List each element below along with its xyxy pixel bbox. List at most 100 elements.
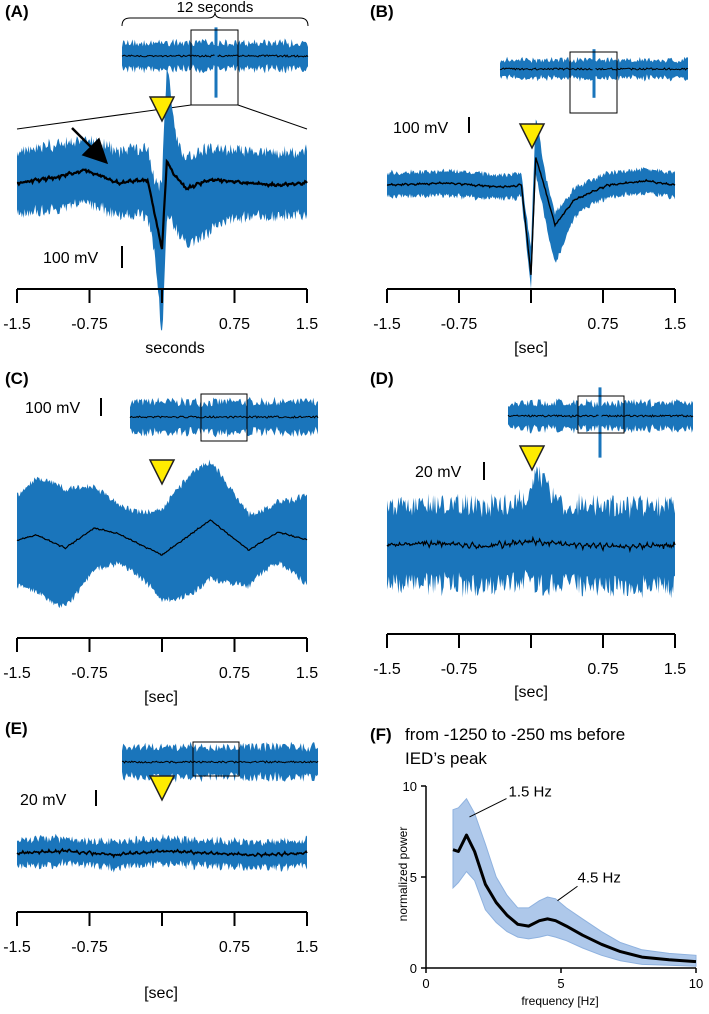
zoom-window-d <box>577 395 625 434</box>
trace-band-c <box>16 459 308 609</box>
psd-annotation-label: 1.5 Hz <box>509 784 552 801</box>
x-axis-label-a: seconds <box>145 340 205 357</box>
panel-b: (B) 100 mV -1.5 -0.75 0.75 1.5 [sec] <box>370 2 689 357</box>
tick-label: 1.5 <box>296 939 318 956</box>
tick-label: 1.5 <box>664 661 686 678</box>
tick-label: -1.5 <box>373 316 401 333</box>
x-axis-c: -1.5 -0.75 0.75 1.5 <box>3 637 318 682</box>
tick-label: -0.75 <box>71 316 108 333</box>
x-axis-label-c: [sec] <box>144 689 178 706</box>
ci-band <box>387 119 675 289</box>
ci-band <box>387 466 675 599</box>
overview-trace-d <box>507 387 694 458</box>
x-axis-e: -1.5 -0.75 0.75 1.5 <box>3 911 318 956</box>
mean-trace <box>386 157 676 275</box>
psd-x-tick-label: 0 <box>422 976 429 991</box>
event-marker-a <box>148 96 176 123</box>
zoom-window-c <box>200 393 248 442</box>
trace-band-a <box>16 65 308 331</box>
tick-label: -1.5 <box>3 939 31 956</box>
panel-c: (C) 100 mV -1.5 -0.75 0.75 1.5 [sec] <box>3 369 319 706</box>
tick-label: 1.5 <box>296 665 318 682</box>
panel-e: (E) 20 mV -1.5 -0.75 0.75 1.5 [sec] <box>3 719 319 1002</box>
psd-y-tick-label: 10 <box>403 779 417 794</box>
psd-title-line-1: from -1250 to -250 ms before <box>405 725 625 744</box>
zoom-window-e <box>192 741 240 777</box>
psd-y-tick-label: 0 <box>410 961 417 976</box>
x-axis-label-e: [sec] <box>144 985 178 1002</box>
event-marker-b <box>518 123 546 150</box>
psd-plot: 00 5 5 10 10 1.5 Hz 4.5 Hz <box>403 779 704 991</box>
zoom-line-right <box>237 104 308 130</box>
trace-band-d <box>386 466 676 599</box>
psd-x-tick-label: 10 <box>689 976 703 991</box>
x-axis-label-d: [sec] <box>514 684 548 701</box>
tick-label: -1.5 <box>3 316 31 333</box>
tick-label: 1.5 <box>664 316 686 333</box>
tick-label: 0.75 <box>219 939 250 956</box>
panel-d: (D) 20 mV -1.5 -0.75 0.75 1.5 [sec] <box>370 369 694 701</box>
psd-y-tick-label: 5 <box>410 870 417 885</box>
event-marker-d <box>518 445 546 472</box>
ci-band <box>17 459 307 609</box>
overview-duration-label: 12 seconds <box>177 0 254 16</box>
zoom-window-b <box>569 51 618 114</box>
mean-trace <box>16 519 308 556</box>
mean-trace <box>386 535 676 554</box>
tick-label: -0.75 <box>441 661 478 678</box>
psd-x-tick-label: 5 <box>557 976 564 991</box>
psd-mean-line <box>452 833 697 964</box>
scale-label-d: 20 mV <box>415 464 462 481</box>
psd-y-axis-label: normalized power <box>396 827 410 922</box>
zoom-window-a <box>190 29 239 106</box>
overview-brace <box>121 11 309 27</box>
arrow-icon <box>71 127 109 165</box>
mean-trace <box>16 847 308 859</box>
trace-band-e <box>16 833 308 873</box>
psd-annotation-leader <box>557 885 578 902</box>
tick-label: -1.5 <box>3 665 31 682</box>
tick-label: -0.75 <box>71 665 108 682</box>
panel-a: (A) 12 seconds 100 mV -1.5 -0.75 0.75 1.5 s… <box>3 0 318 357</box>
overview-trace-b <box>499 49 689 98</box>
psd-annotation-leader <box>469 798 507 818</box>
mean-trace <box>16 158 308 250</box>
scale-label-c: 100 mV <box>25 400 80 417</box>
panel-label-a: (A) <box>5 2 29 21</box>
x-axis-label-b: [sec] <box>514 340 548 357</box>
scale-label-b: 100 mV <box>393 120 448 137</box>
tick-label: -0.75 <box>71 939 108 956</box>
psd-title-line-2: IED’s peak <box>405 749 487 768</box>
tick-label: -1.5 <box>373 661 401 678</box>
tick-label: -0.75 <box>441 316 478 333</box>
overview-mean <box>121 760 319 764</box>
event-marker-e <box>148 775 176 802</box>
tick-label: 0.75 <box>219 316 250 333</box>
ci-band <box>17 65 307 331</box>
tick-label: 1.5 <box>296 316 318 333</box>
overview-trace-e <box>121 741 319 783</box>
tick-label: 0.75 <box>587 316 618 333</box>
event-marker-c <box>148 459 176 486</box>
overview-mean <box>129 415 319 419</box>
overview-trace-c <box>129 396 319 438</box>
tick-label: 0.75 <box>587 661 618 678</box>
psd-x-axis-label: frequency [Hz] <box>521 994 598 1008</box>
panel-label-c: (C) <box>5 369 29 388</box>
x-axis-b: -1.5 -0.75 0.75 1.5 <box>373 288 686 333</box>
trace-band-b <box>386 119 676 289</box>
psd-ci-band <box>452 797 697 967</box>
panel-label-b: (B) <box>370 2 394 21</box>
panel-label-e: (E) <box>5 719 28 738</box>
overview-trace-a <box>121 27 309 98</box>
psd-annotation-label: 4.5 Hz <box>578 869 621 886</box>
panel-f: (F) from -1250 to -250 ms before IED’s p… <box>370 725 703 1008</box>
tick-label: 0.75 <box>219 665 250 682</box>
scale-label-e: 20 mV <box>20 792 67 809</box>
ci-band <box>17 833 307 873</box>
scale-label-a: 100 mV <box>43 250 98 267</box>
panel-label-d: (D) <box>370 369 394 388</box>
x-axis-d: -1.5 -0.75 0.75 1.5 <box>373 633 686 678</box>
x-axis-a: -1.5 -0.75 0.75 1.5 <box>3 288 318 333</box>
